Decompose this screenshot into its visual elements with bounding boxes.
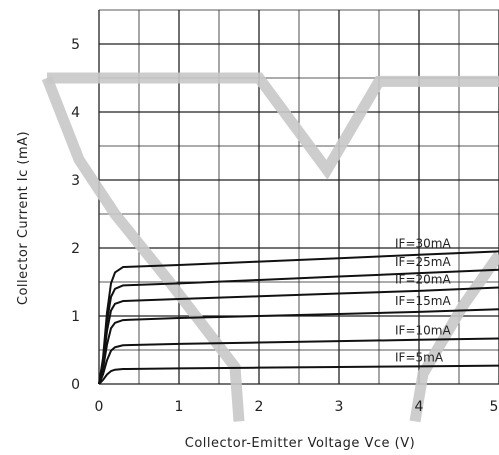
- y-tick-label: 5: [71, 37, 80, 53]
- x-tick-label: 4: [415, 399, 424, 415]
- series-label: IF=25mA: [395, 255, 451, 269]
- series-label: IF=5mA: [395, 351, 444, 365]
- overlay-trace: [47, 72, 499, 180]
- y-tick-label: 2: [71, 241, 80, 257]
- series-label: IF=30mA: [395, 236, 451, 250]
- y-tick-label: 0: [71, 377, 80, 393]
- series-line: [98, 308, 499, 385]
- x-tick-label: 1: [175, 399, 184, 415]
- series-line: [98, 337, 499, 385]
- series-label: IF=15mA: [395, 294, 451, 308]
- y-axis-title: Collector Current Ic (mA): [16, 131, 31, 305]
- x-tick-label: 0: [95, 399, 104, 415]
- y-tick-label: 3: [71, 173, 80, 189]
- tick-labels: 0 1 2 3 4 5 0 1 2 3 4 5: [71, 37, 498, 415]
- y-tick-label: 4: [71, 105, 80, 121]
- y-tick-label: 1: [71, 309, 80, 325]
- series-label: IF=10mA: [395, 323, 451, 337]
- series-line: [98, 364, 499, 385]
- x-axis-title: Collector-Emitter Voltage Vce (V): [185, 436, 415, 451]
- overlay-trace: [41, 75, 245, 422]
- grid: [98, 9, 499, 385]
- series-label: IF=20mA: [395, 272, 451, 286]
- x-tick-label: 3: [335, 399, 344, 415]
- curve-labels: IF=5mA IF=10mA IF=15mA IF=20mA IF=25mA IF=30m…: [395, 236, 451, 364]
- x-tick-label: 5: [490, 399, 499, 415]
- x-tick-label: 2: [255, 399, 264, 415]
- series-line: [98, 250, 499, 385]
- series-lines: [98, 250, 499, 385]
